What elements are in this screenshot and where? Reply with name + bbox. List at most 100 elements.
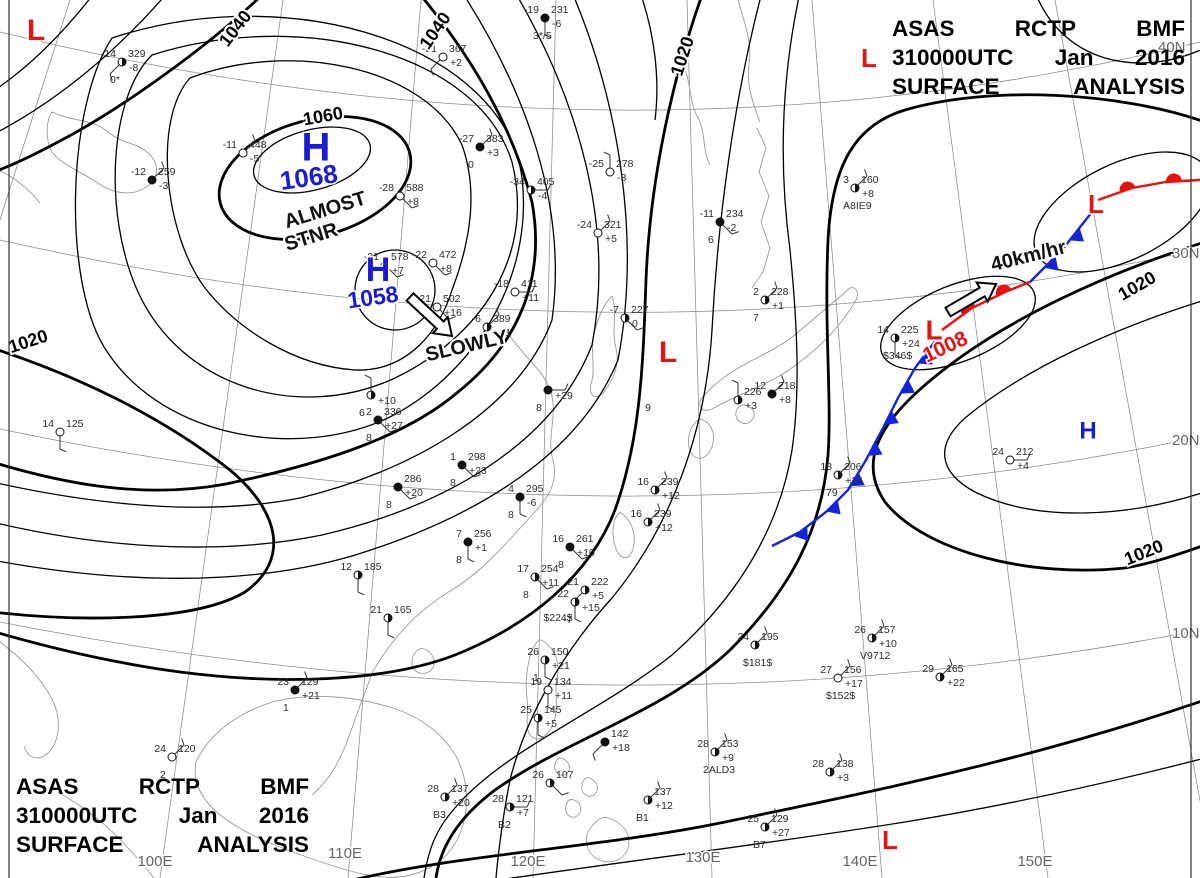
station-tendency: +20 <box>405 487 423 499</box>
station-pressure: 120 <box>178 743 196 755</box>
title-word: RCTP <box>138 774 200 799</box>
wind-barb-feather <box>1026 453 1031 461</box>
station-pressure: 411 <box>521 278 538 290</box>
station-extra: 8 <box>456 554 462 566</box>
station-temperature: -7 <box>610 304 619 316</box>
wind-barb-feather <box>411 205 419 209</box>
station-plot: -34 405 -4 <box>510 176 555 202</box>
station-temperature: -22 <box>412 249 427 261</box>
station-circle-half-fill <box>538 714 542 722</box>
station-plot: 16 261 +10 8 <box>552 533 595 571</box>
wind-barb-feather <box>949 658 953 666</box>
station-tendency: -6 <box>552 18 561 30</box>
wind-barb-feather <box>603 151 611 156</box>
isobar-value-label: 1020 <box>6 326 50 357</box>
wind-barb-feather <box>894 354 902 359</box>
wind-barb-feather <box>389 429 397 433</box>
station-tendency: -6 <box>527 497 536 509</box>
isobar-ne-hook <box>434 93 1200 878</box>
cold-front-marker <box>826 500 841 515</box>
wind-barb-feather <box>561 792 569 796</box>
station-circle-half-fill <box>487 323 491 331</box>
station-pressure: 212 <box>1016 446 1034 458</box>
station-plots-layer: -14 329-80*-12 259-3-11 448-5-31 367+2-19 231… <box>42 4 1033 851</box>
high-symbol: H <box>1079 417 1096 444</box>
longitude-label: 110E <box>328 845 362 862</box>
station-extra: 8 <box>450 477 456 489</box>
station-plot: 28 121 +7 B2 <box>492 793 533 831</box>
station-extra: $152$ <box>826 690 855 702</box>
coast-taiwan <box>612 511 635 559</box>
station-pressure: 239 <box>661 476 679 488</box>
station-pressure: 165 <box>946 663 964 675</box>
station-tendency: +10 <box>577 547 595 559</box>
pressure-value-label: 1058 <box>346 281 400 314</box>
station-plot: -31 367 +2 <box>422 43 467 76</box>
wind-barb-feather <box>764 626 768 634</box>
wind-barb-feather <box>592 753 596 761</box>
wind-barb-feather <box>448 316 456 320</box>
station-temperature: 18 <box>820 461 832 473</box>
station-tendency: +29 <box>555 390 573 402</box>
station-circle <box>543 385 553 395</box>
cold-front-marker <box>794 526 809 541</box>
station-temperature: 16 <box>630 508 642 520</box>
title-word: 2016 <box>1134 45 1185 70</box>
station-circle <box>432 302 442 312</box>
wind-barb-feather <box>774 808 778 816</box>
station-temperature: 23 <box>277 676 289 688</box>
station-circle-half-fill <box>765 823 769 831</box>
station-circle-half-fill <box>895 334 899 342</box>
station-circle-half-fill <box>872 634 876 642</box>
station-temperature: 26 <box>527 646 539 658</box>
station-extra: B2 <box>498 819 511 831</box>
station-tendency: +5 <box>545 718 557 730</box>
station-tendency: +27 <box>772 827 790 839</box>
station-pressure: 142 <box>611 728 629 740</box>
station-temperature: 28 <box>697 738 709 750</box>
station-tendency: +21 <box>552 660 570 672</box>
station-temperature: -24 <box>577 219 592 231</box>
station-tendency: +1 <box>475 542 487 554</box>
station-temperature: 12 <box>340 561 352 573</box>
station-plot: 16 239 +12 <box>637 471 680 502</box>
wind-barb-feather <box>473 474 481 478</box>
station-circle <box>438 52 448 62</box>
station-circle <box>290 685 300 695</box>
station-tendency: -4 <box>538 190 547 202</box>
wind-barb-feather <box>59 448 67 453</box>
station-circle <box>833 673 843 683</box>
surface-analysis-title-top: ASAS RCTP BMF 310000UTC Jan 2016 SURFACE… <box>892 14 1185 101</box>
station-temperature: 17 <box>517 563 529 575</box>
station-tendency: +14 <box>845 475 863 487</box>
station-plot: 28 138 +3 <box>812 753 854 784</box>
station-temperature: 26 <box>854 624 866 636</box>
wind-barb-feather <box>544 676 552 681</box>
wind-barb-feather <box>731 379 739 384</box>
station-temperature: -12 <box>131 166 146 178</box>
station-extra: 7 <box>753 312 759 324</box>
station-extra: A8IE9 <box>843 200 872 212</box>
station-circle-half-fill <box>765 296 769 304</box>
station-plot: -11 448 -5 <box>223 134 267 165</box>
wind-barb-feather <box>396 274 404 278</box>
station-circle <box>428 258 438 268</box>
coast-malay <box>0 641 59 759</box>
coast-kamchatka <box>737 0 761 123</box>
wind-barb-feather <box>489 128 493 136</box>
coast-mindanao <box>585 817 630 863</box>
title-line-3: SURFACE ANALYSIS <box>892 72 1185 101</box>
station-extra: $224$ <box>543 612 572 624</box>
station-tendency: +17 <box>845 678 863 690</box>
station-plot: 286 +20 8 <box>386 473 423 511</box>
station-plot: -11 234 -2 6 <box>700 208 744 246</box>
wind-barb-feather <box>574 618 582 623</box>
station-temperature: -28 <box>379 182 394 194</box>
station-pressure: 153 <box>721 738 739 750</box>
station-tendency: -3 <box>617 172 626 184</box>
station-pressure: 367 <box>449 43 467 55</box>
station-circle <box>515 492 525 502</box>
station-tendency: +8 <box>407 196 419 208</box>
